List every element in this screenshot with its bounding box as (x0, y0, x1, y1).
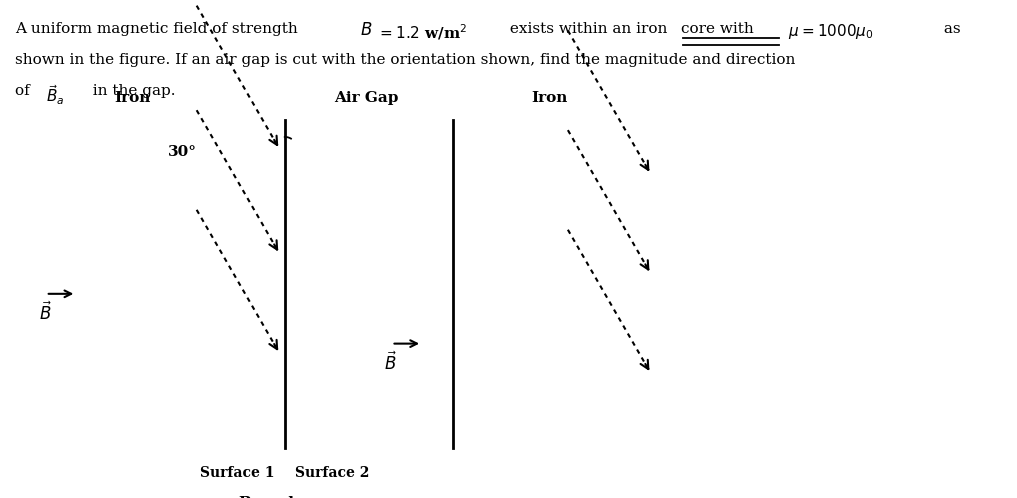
Text: Boundary: Boundary (238, 496, 321, 498)
Text: shown in the figure. If an air gap is cut with the orientation shown, find the m: shown in the figure. If an air gap is cu… (15, 53, 795, 67)
Text: $\mu = 1000\mu_0$: $\mu = 1000\mu_0$ (778, 22, 874, 41)
Text: exists within an iron: exists within an iron (505, 22, 672, 36)
Text: $B$: $B$ (360, 22, 372, 39)
Text: $\vec{B}_a$: $\vec{B}_a$ (46, 84, 64, 108)
Text: Iron: Iron (531, 91, 567, 105)
Text: $\vec{B}$: $\vec{B}$ (384, 351, 398, 374)
Text: Surface 1: Surface 1 (200, 466, 275, 480)
Text: $\vec{B}$: $\vec{B}$ (39, 301, 52, 324)
Text: A uniform magnetic field of strength: A uniform magnetic field of strength (15, 22, 303, 36)
Text: in the gap.: in the gap. (83, 84, 176, 98)
Text: of: of (15, 84, 35, 98)
Text: Surface 2: Surface 2 (295, 466, 369, 480)
Text: core with: core with (681, 22, 755, 36)
Text: Air Gap: Air Gap (334, 91, 399, 105)
Text: Iron: Iron (114, 91, 151, 105)
Text: 30°: 30° (168, 145, 197, 159)
Text: $= 1.2$ w/m$^2$: $= 1.2$ w/m$^2$ (377, 22, 468, 42)
Text: as: as (939, 22, 960, 36)
